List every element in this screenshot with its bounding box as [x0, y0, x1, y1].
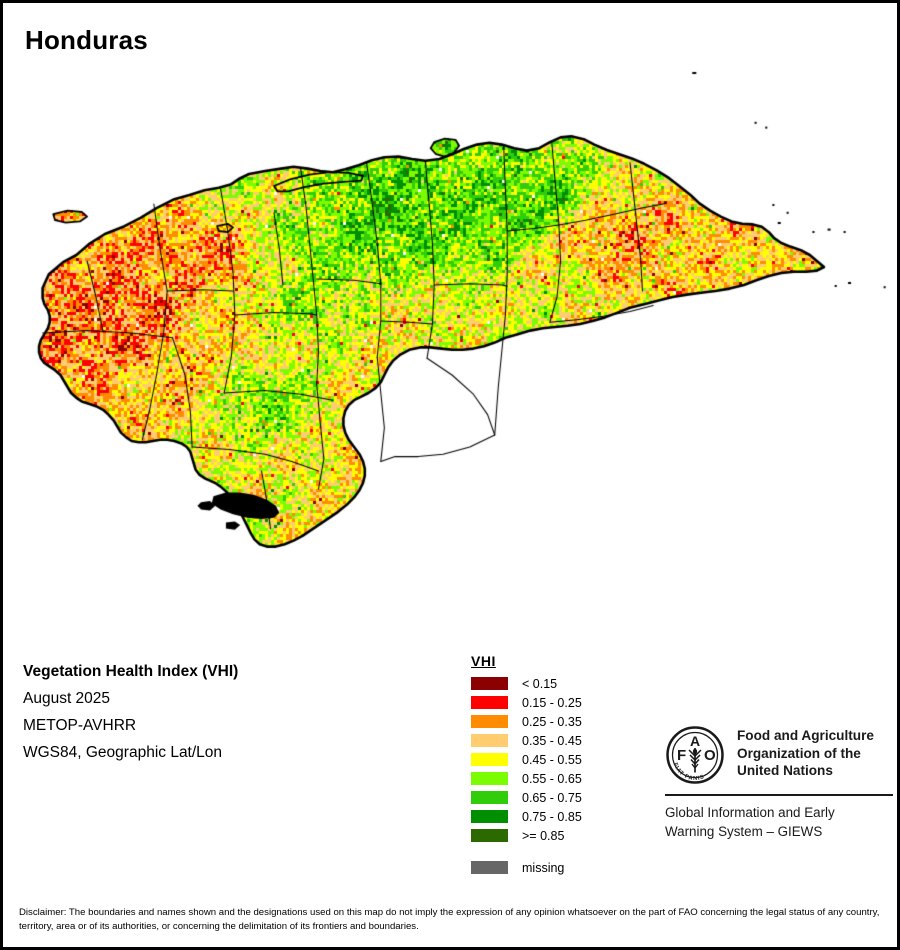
metadata-projection: WGS84, Geographic Lat/Lon [23, 744, 223, 761]
map-legend: VHI < 0.15 0.15 - 0.25 0.25 - 0.35 0.35 … [471, 653, 661, 877]
legend-item: 0.75 - 0.85 [471, 807, 661, 826]
legend-swatch-3 [471, 734, 508, 747]
legend-swatch-6 [471, 791, 508, 804]
fao-name-line-1: Food and Agriculture [737, 728, 874, 743]
legend-label-3: 0.35 - 0.45 [522, 733, 582, 748]
legend-swatch-8 [471, 829, 508, 842]
legend-label-2: 0.25 - 0.35 [522, 714, 582, 729]
legend-label-1: 0.15 - 0.25 [522, 695, 582, 710]
legend-item: >= 0.85 [471, 826, 661, 845]
legend-swatch-4 [471, 753, 508, 766]
disclaimer-text: Disclaimer: The boundaries and names sho… [19, 907, 880, 932]
legend-label-7: 0.75 - 0.85 [522, 809, 582, 824]
fao-branding: F A O FIAT PANIS [665, 725, 895, 841]
legend-label-5: 0.55 - 0.65 [522, 771, 582, 786]
legend-item: 0.45 - 0.55 [471, 750, 661, 769]
metadata-sensor: METOP-AVHRR [23, 717, 137, 734]
metadata-period: August 2025 [23, 690, 111, 707]
legend-swatch-5 [471, 772, 508, 785]
page-title: Honduras [25, 25, 148, 55]
svg-text:A: A [690, 733, 700, 749]
legend-swatch-1 [471, 696, 508, 709]
legend-item: 0.25 - 0.35 [471, 712, 661, 731]
fao-emblem-icon: F A O FIAT PANIS [665, 725, 725, 785]
map-viewport[interactable] [7, 51, 897, 651]
legend-item: 0.65 - 0.75 [471, 788, 661, 807]
legend-swatch-0 [471, 677, 508, 690]
legend-swatch-2 [471, 715, 508, 728]
legend-swatch-7 [471, 810, 508, 823]
legend-item: 0.15 - 0.25 [471, 693, 661, 712]
svg-text:F: F [677, 747, 686, 764]
legend-item: 0.55 - 0.65 [471, 769, 661, 788]
fao-divider [665, 794, 893, 796]
giews-system-name: Global Information and Early Warning Sys… [665, 804, 895, 841]
legend-item-missing: missing [471, 858, 661, 877]
svg-text:FIAT PANIS: FIAT PANIS [672, 762, 706, 782]
vhi-raster-map[interactable] [7, 51, 897, 651]
fao-name-line-3: United Nations [737, 763, 833, 778]
fao-name-line-2: Organization of the [737, 745, 861, 761]
svg-text:O: O [704, 747, 716, 764]
legend-label-missing: missing [522, 860, 565, 875]
giews-line-2: Warning System – GIEWS [665, 823, 823, 839]
legend-title: VHI [471, 653, 496, 669]
map-metadata: Vegetation Health Index (VHI) August 202… [23, 658, 443, 766]
legend-swatch-missing [471, 861, 508, 874]
legend-item: 0.35 - 0.45 [471, 731, 661, 750]
giews-line-1: Global Information and Early [665, 805, 835, 820]
metadata-product: Vegetation Health Index (VHI) [23, 663, 239, 680]
legend-label-6: 0.65 - 0.75 [522, 790, 582, 805]
legend-label-0: < 0.15 [522, 676, 558, 691]
legend-item: < 0.15 [471, 674, 661, 693]
fao-organization-name: Food and Agriculture Organization of the… [737, 725, 874, 780]
legend-label-4: 0.45 - 0.55 [522, 752, 582, 767]
legend-label-8: >= 0.85 [522, 828, 565, 843]
